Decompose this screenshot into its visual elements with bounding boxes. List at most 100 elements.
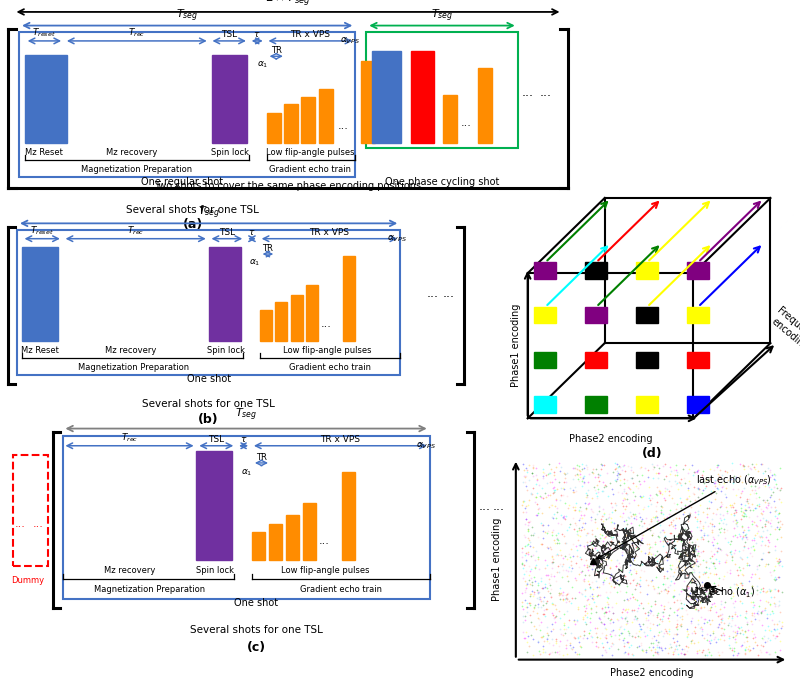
Point (651, 468, 664, 479)
Point (634, 462, 647, 473)
Point (518, 518, 531, 529)
Point (725, 501, 738, 512)
Point (712, 460, 725, 471)
Point (690, 555, 702, 566)
Point (647, 548, 660, 559)
Point (752, 492, 765, 503)
Point (653, 636, 666, 647)
Point (519, 594, 532, 605)
Point (651, 545, 664, 556)
Point (567, 505, 580, 516)
Point (532, 636, 545, 647)
Point (555, 490, 568, 501)
Point (772, 627, 785, 638)
Point (535, 632, 548, 642)
Point (594, 590, 607, 601)
Point (516, 627, 529, 638)
Point (687, 488, 700, 499)
Point (746, 484, 758, 495)
Point (713, 557, 726, 568)
Point (558, 537, 571, 548)
Point (522, 533, 534, 544)
Point (533, 614, 546, 625)
Point (605, 535, 618, 546)
Point (604, 626, 617, 637)
Point (764, 569, 777, 580)
Point (740, 559, 753, 570)
Text: TR x VPS: TR x VPS (310, 228, 350, 237)
Point (620, 475, 633, 486)
Point (584, 604, 597, 614)
Point (545, 499, 558, 510)
Point (766, 629, 779, 640)
Point (525, 630, 538, 641)
Point (768, 647, 781, 657)
Point (709, 476, 722, 487)
Point (752, 526, 765, 537)
Point (746, 625, 758, 636)
Point (706, 625, 719, 636)
Point (734, 551, 746, 562)
Point (727, 578, 740, 589)
Point (734, 471, 746, 482)
Point (627, 604, 640, 615)
Text: Several shots for one TSL: Several shots for one TSL (142, 399, 275, 409)
Point (706, 527, 719, 537)
Point (670, 619, 683, 629)
Point (578, 617, 591, 627)
Point (667, 567, 680, 578)
Bar (318, 89, 333, 143)
Point (715, 623, 728, 634)
Point (633, 507, 646, 518)
Point (580, 491, 593, 502)
Point (536, 532, 549, 543)
Point (617, 604, 630, 614)
Point (697, 520, 710, 531)
Point (684, 576, 697, 587)
Point (542, 638, 555, 649)
Point (725, 535, 738, 546)
Point (774, 531, 787, 542)
Point (541, 542, 554, 552)
Point (515, 601, 528, 612)
Point (561, 554, 574, 565)
Point (702, 502, 715, 513)
Point (627, 527, 640, 537)
Point (622, 625, 634, 636)
Text: Mz Reset: Mz Reset (26, 149, 63, 158)
Point (766, 470, 778, 481)
Point (626, 649, 639, 660)
Point (574, 501, 586, 512)
Point (660, 573, 673, 584)
Point (771, 572, 784, 582)
Point (532, 532, 545, 543)
Point (630, 542, 642, 552)
Point (533, 619, 546, 630)
Point (667, 649, 680, 659)
Point (738, 645, 751, 656)
Point (735, 477, 748, 488)
Point (758, 481, 771, 492)
Point (714, 486, 727, 497)
Point (554, 519, 567, 530)
Point (555, 462, 568, 473)
Text: $\tau$: $\tau$ (240, 435, 247, 444)
Point (578, 601, 590, 612)
Point (529, 563, 542, 574)
Point (728, 509, 741, 520)
Point (694, 533, 707, 544)
Point (622, 497, 635, 508)
Point (633, 579, 646, 590)
Point (766, 606, 778, 617)
Point (571, 633, 584, 644)
Point (665, 518, 678, 529)
Point (590, 637, 602, 648)
Point (530, 584, 543, 595)
Point (658, 571, 670, 582)
Text: Low flip-angle pulses: Low flip-angle pulses (266, 149, 354, 158)
Point (541, 477, 554, 488)
Point (561, 576, 574, 587)
Point (744, 597, 757, 608)
Point (769, 561, 782, 572)
Point (586, 590, 599, 601)
